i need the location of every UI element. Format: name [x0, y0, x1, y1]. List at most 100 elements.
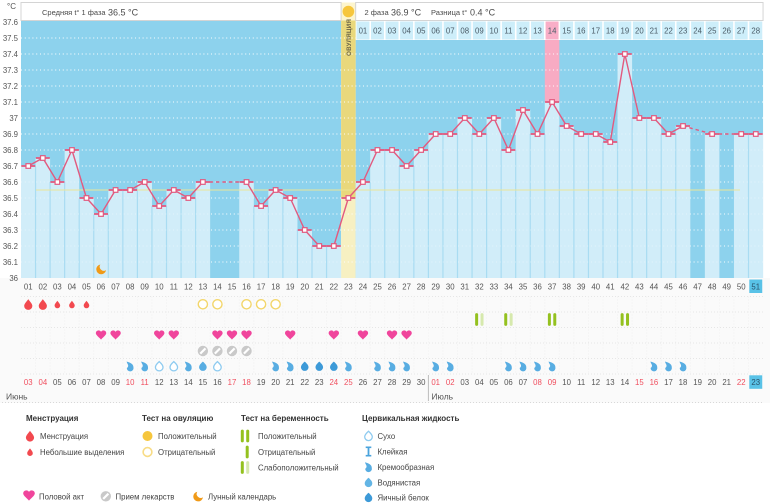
- svg-text:36.9: 36.9: [3, 130, 18, 139]
- svg-text:17: 17: [257, 283, 266, 292]
- svg-text:14: 14: [184, 378, 193, 387]
- svg-text:19: 19: [620, 27, 629, 36]
- svg-text:18: 18: [606, 27, 615, 36]
- svg-text:Слабоположительный: Слабоположительный: [258, 464, 339, 473]
- svg-text:05: 05: [490, 378, 499, 387]
- svg-text:Средняя t° 1 фаза: Средняя t° 1 фаза: [42, 8, 106, 17]
- svg-text:37.2: 37.2: [3, 82, 18, 91]
- svg-text:21: 21: [722, 378, 731, 387]
- svg-text:36: 36: [9, 274, 18, 283]
- svg-text:02: 02: [446, 378, 455, 387]
- svg-text:19: 19: [286, 283, 295, 292]
- svg-text:06: 06: [431, 27, 440, 36]
- svg-text:38: 38: [562, 283, 571, 292]
- svg-text:36.6: 36.6: [3, 178, 18, 187]
- svg-text:10: 10: [155, 283, 164, 292]
- svg-text:Июнь: Июнь: [6, 392, 28, 402]
- svg-text:37.1: 37.1: [3, 98, 18, 107]
- svg-text:41: 41: [606, 283, 615, 292]
- svg-text:19: 19: [257, 378, 266, 387]
- svg-text:11: 11: [577, 378, 585, 387]
- svg-text:01: 01: [359, 27, 368, 36]
- svg-text:04: 04: [68, 283, 77, 292]
- svg-text:36.9 °C: 36.9 °C: [391, 8, 422, 18]
- svg-text:30: 30: [417, 378, 426, 387]
- svg-text:16: 16: [577, 27, 586, 36]
- svg-text:19: 19: [693, 378, 702, 387]
- svg-text:Отрицательный: Отрицательный: [158, 448, 215, 457]
- svg-text:23: 23: [679, 27, 688, 36]
- svg-text:Отрицательный: Отрицательный: [258, 448, 315, 457]
- svg-text:07: 07: [82, 378, 91, 387]
- svg-text:18: 18: [679, 378, 688, 387]
- svg-text:23: 23: [751, 378, 760, 387]
- svg-text:36.7: 36.7: [3, 162, 18, 171]
- svg-text:37.5: 37.5: [3, 34, 19, 43]
- svg-text:17: 17: [228, 378, 237, 387]
- svg-text:51: 51: [751, 283, 760, 292]
- svg-text:12: 12: [591, 378, 600, 387]
- svg-text:15: 15: [635, 378, 644, 387]
- svg-text:13: 13: [533, 27, 542, 36]
- svg-text:44: 44: [650, 283, 659, 292]
- svg-text:Прием лекарств: Прием лекарств: [116, 493, 175, 502]
- svg-text:36.5 °C: 36.5 °C: [108, 8, 139, 18]
- svg-text:24: 24: [693, 27, 702, 36]
- svg-text:11: 11: [170, 283, 178, 292]
- svg-text:06: 06: [97, 283, 106, 292]
- svg-text:20: 20: [271, 378, 280, 387]
- svg-text:Разница t°: Разница t°: [431, 8, 467, 17]
- svg-text:12: 12: [155, 378, 164, 387]
- svg-text:24: 24: [359, 283, 368, 292]
- svg-text:32: 32: [475, 283, 484, 292]
- svg-text:08: 08: [533, 378, 542, 387]
- svg-text:13: 13: [199, 283, 208, 292]
- svg-text:07: 07: [446, 27, 455, 36]
- svg-text:36.2: 36.2: [3, 242, 18, 251]
- svg-text:35: 35: [519, 283, 528, 292]
- svg-text:05: 05: [53, 378, 62, 387]
- svg-text:36.1: 36.1: [3, 258, 18, 267]
- svg-text:26: 26: [722, 27, 731, 36]
- svg-text:28: 28: [388, 378, 397, 387]
- svg-text:33: 33: [490, 283, 499, 292]
- svg-text:Лунный календарь: Лунный календарь: [208, 493, 276, 502]
- svg-text:03: 03: [460, 378, 469, 387]
- svg-text:20: 20: [635, 27, 644, 36]
- svg-text:22: 22: [300, 378, 309, 387]
- svg-text:24: 24: [329, 378, 338, 387]
- svg-text:07: 07: [111, 283, 120, 292]
- svg-text:20: 20: [708, 378, 717, 387]
- svg-text:25: 25: [344, 378, 353, 387]
- svg-text:16: 16: [213, 378, 222, 387]
- svg-text:10: 10: [490, 27, 499, 36]
- svg-text:28: 28: [417, 283, 426, 292]
- svg-text:42: 42: [620, 283, 629, 292]
- svg-text:11: 11: [141, 378, 149, 387]
- svg-text:05: 05: [82, 283, 91, 292]
- svg-text:15: 15: [199, 378, 208, 387]
- svg-text:03: 03: [53, 283, 62, 292]
- svg-text:10: 10: [126, 378, 135, 387]
- svg-text:43: 43: [635, 283, 644, 292]
- svg-text:21: 21: [650, 27, 659, 36]
- svg-text:23: 23: [315, 378, 324, 387]
- svg-text:12: 12: [519, 27, 528, 36]
- svg-text:37: 37: [9, 114, 18, 123]
- svg-text:21: 21: [315, 283, 324, 292]
- svg-text:04: 04: [402, 27, 411, 36]
- svg-text:01: 01: [431, 378, 440, 387]
- svg-text:26: 26: [388, 283, 397, 292]
- svg-text:14: 14: [548, 27, 557, 36]
- svg-text:08: 08: [97, 378, 106, 387]
- svg-text:36: 36: [533, 283, 542, 292]
- svg-text:36.3: 36.3: [3, 226, 18, 235]
- svg-text:01: 01: [24, 283, 33, 292]
- svg-text:02: 02: [373, 27, 382, 36]
- svg-text:03: 03: [388, 27, 397, 36]
- svg-text:16: 16: [242, 283, 251, 292]
- svg-text:31: 31: [460, 283, 469, 292]
- svg-text:03: 03: [24, 378, 33, 387]
- svg-text:10: 10: [562, 378, 571, 387]
- svg-text:05: 05: [417, 27, 426, 36]
